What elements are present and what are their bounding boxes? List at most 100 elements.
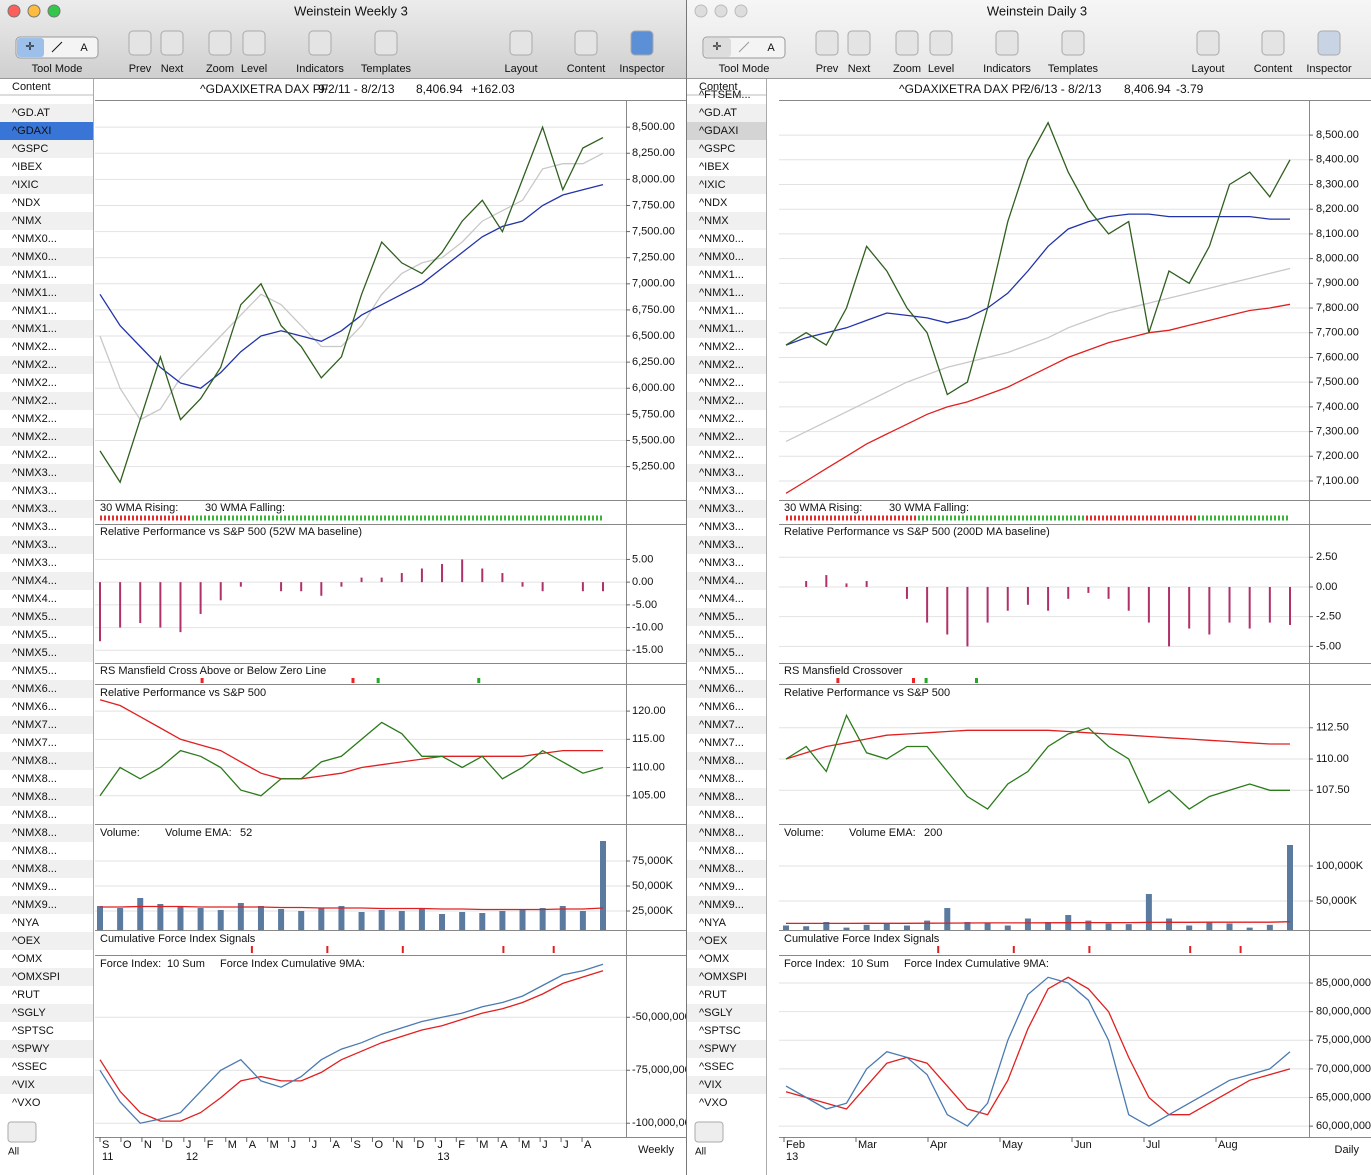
sidebar-item[interactable]: ^VXO: [12, 1097, 41, 1109]
sidebar-item[interactable]: ^IXIC: [12, 179, 39, 191]
sidebar-item[interactable]: ^GSPC: [699, 143, 735, 155]
sidebar-item[interactable]: ^VIX: [699, 1079, 723, 1091]
sidebar-item[interactable]: ^NMX8...: [699, 863, 744, 875]
period-label[interactable]: Daily: [1335, 1144, 1360, 1156]
toolbar-label[interactable]: Templates: [1048, 63, 1099, 75]
sidebar-item[interactable]: ^NMX0...: [12, 251, 57, 263]
toolbar-icon[interactable]: [929, 30, 953, 56]
sidebar-item[interactable]: ^SGLY: [699, 1007, 733, 1019]
sidebar-item[interactable]: ^NMX2...: [12, 359, 57, 371]
sidebar-item[interactable]: ^NMX2...: [699, 413, 744, 425]
sidebar-item[interactable]: ^NMX: [12, 215, 42, 227]
sidebar-item[interactable]: ^NMX2...: [699, 449, 744, 461]
sidebar-item[interactable]: ^NYA: [12, 917, 40, 929]
sidebar-item[interactable]: ^NMX2...: [699, 431, 744, 443]
sidebar-item[interactable]: ^OMXSPI: [12, 971, 60, 983]
sidebar-item[interactable]: ^SPTSC: [12, 1025, 54, 1037]
tool-line[interactable]: [738, 41, 750, 53]
sidebar-item[interactable]: ^NMX8...: [12, 755, 57, 767]
sidebar-footer[interactable]: All: [695, 1147, 706, 1158]
sidebar-item[interactable]: ^NMX4...: [699, 593, 744, 605]
sidebar-item[interactable]: ^NMX9...: [699, 899, 744, 911]
sidebar-item[interactable]: ^SPTSC: [699, 1025, 741, 1037]
sidebar-item[interactable]: ^SGLY: [12, 1007, 46, 1019]
toolbar-icon[interactable]: [630, 30, 654, 56]
sidebar-item[interactable]: ^NMX5...: [699, 629, 744, 641]
sidebar-item[interactable]: ^OEX: [12, 935, 41, 947]
sidebar-item[interactable]: ^NMX6...: [12, 701, 57, 713]
sidebar-item[interactable]: ^NMX5...: [12, 665, 57, 677]
sidebar-item[interactable]: ^IBEX: [699, 161, 730, 173]
sidebar-item[interactable]: ^NMX2...: [12, 395, 57, 407]
toolbar-icon[interactable]: [1317, 30, 1341, 56]
tool-text[interactable]: A: [767, 42, 775, 54]
toolbar-icon[interactable]: [895, 30, 919, 56]
toolbar-icon[interactable]: [374, 30, 398, 56]
toolbar-icon[interactable]: [308, 30, 332, 56]
sidebar-footer[interactable]: All: [8, 1147, 19, 1158]
sidebar-item[interactable]: ^NMX1...: [699, 269, 744, 281]
sidebar-item[interactable]: ^NMX3...: [699, 557, 744, 569]
toolbar-label[interactable]: Layout: [1191, 63, 1224, 75]
toolbar-label[interactable]: Indicators: [296, 63, 344, 75]
sidebar-item[interactable]: ^NMX5...: [699, 611, 744, 623]
sidebar-item[interactable]: ^NMX5...: [12, 647, 57, 659]
sidebar-item[interactable]: ^RUT: [699, 989, 727, 1001]
window-button[interactable]: [47, 4, 61, 18]
sidebar-item[interactable]: ^NMX5...: [699, 665, 744, 677]
sidebar-item[interactable]: ^NMX5...: [699, 647, 744, 659]
toolbar-label[interactable]: Next: [848, 63, 871, 75]
sidebar-item[interactable]: ^OEX: [699, 935, 728, 947]
sidebar-item[interactable]: ^NMX5...: [12, 611, 57, 623]
sidebar-item[interactable]: ^SPWY: [699, 1043, 737, 1055]
toolbar-label[interactable]: Next: [161, 63, 184, 75]
toolbar-label[interactable]: Prev: [129, 63, 152, 75]
sidebar-item[interactable]: ^NMX2...: [12, 413, 57, 425]
tool-line[interactable]: [51, 41, 63, 53]
sidebar-item[interactable]: ^NMX8...: [699, 791, 744, 803]
sidebar-item[interactable]: ^NMX3...: [12, 539, 57, 551]
gear-button[interactable]: [7, 1121, 37, 1143]
toolbar-icon[interactable]: [160, 30, 184, 56]
sidebar-item[interactable]: ^NMX8...: [12, 809, 57, 821]
sidebar-item[interactable]: ^NMX4...: [12, 575, 57, 587]
toolbar-label[interactable]: Content: [1254, 63, 1293, 75]
sidebar-item[interactable]: ^NMX3...: [699, 485, 744, 497]
sidebar-item[interactable]: ^NMX8...: [699, 827, 744, 839]
sidebar-item[interactable]: ^NMX1...: [699, 323, 744, 335]
window-button[interactable]: [7, 4, 21, 18]
sidebar-item[interactable]: ^OMX: [699, 953, 730, 965]
period-label[interactable]: Weekly: [638, 1144, 674, 1156]
window-button[interactable]: [734, 4, 748, 18]
sidebar-item[interactable]: ^SPWY: [12, 1043, 50, 1055]
sidebar-item[interactable]: ^GDAXI: [12, 125, 51, 137]
sidebar-item[interactable]: ^NMX3...: [699, 503, 744, 515]
sidebar-item[interactable]: ^NMX3...: [699, 467, 744, 479]
gear-button[interactable]: [694, 1121, 724, 1143]
sidebar-item[interactable]: ^NMX2...: [699, 395, 744, 407]
sidebar-item[interactable]: ^NMX7...: [12, 737, 57, 749]
sidebar-item[interactable]: ^NMX6...: [12, 683, 57, 695]
sidebar-item[interactable]: ^GD.AT: [12, 107, 50, 119]
tool-cross[interactable]: ✛: [712, 41, 721, 53]
toolbar-label[interactable]: Tool Mode: [32, 63, 83, 75]
sidebar-item[interactable]: ^NMX8...: [699, 755, 744, 767]
window-button[interactable]: [27, 4, 41, 18]
sidebar-item[interactable]: ^NMX2...: [699, 377, 744, 389]
toolbar-icon[interactable]: [128, 30, 152, 56]
toolbar-label[interactable]: Level: [928, 63, 954, 75]
sidebar-item[interactable]: ^FTSEM...: [699, 89, 751, 101]
toolbar-label[interactable]: Inspector: [619, 63, 665, 75]
tool-arrow[interactable]: [17, 38, 44, 57]
sidebar-item[interactable]: ^NYA: [699, 917, 727, 929]
sidebar-item[interactable]: ^NMX3...: [699, 539, 744, 551]
toolbar-icon[interactable]: [1196, 30, 1220, 56]
sidebar-item[interactable]: ^NMX1...: [699, 305, 744, 317]
toolbar-icon[interactable]: [242, 30, 266, 56]
sidebar-item[interactable]: ^NMX2...: [12, 431, 57, 443]
sidebar-item[interactable]: ^IXIC: [699, 179, 726, 191]
toolbar-icon[interactable]: [847, 30, 871, 56]
toolbar-icon[interactable]: [995, 30, 1019, 56]
sidebar-item[interactable]: ^NMX2...: [12, 449, 57, 461]
sidebar-item[interactable]: ^NMX1...: [12, 323, 57, 335]
